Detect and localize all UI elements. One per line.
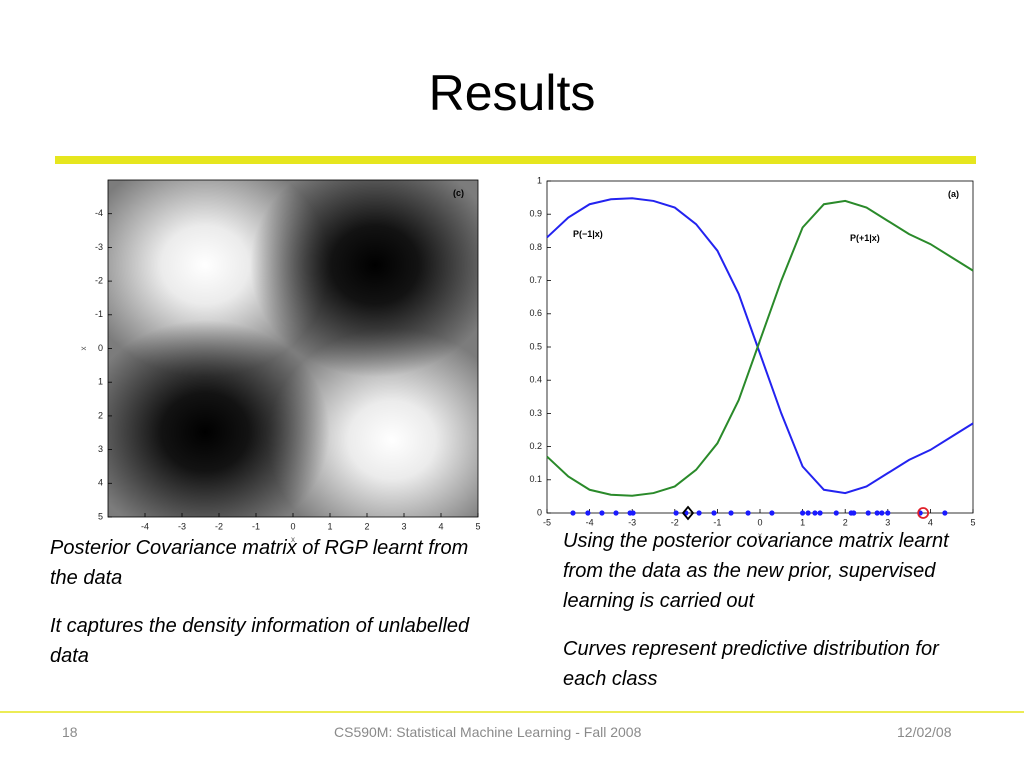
annotation: (c) bbox=[453, 188, 464, 198]
y-tick-label: 0.9 bbox=[529, 209, 542, 219]
y-tick-label: 0.7 bbox=[529, 275, 542, 285]
data-point bbox=[865, 510, 871, 516]
x-tick-label: -3 bbox=[178, 521, 186, 531]
data-point bbox=[874, 510, 880, 516]
y-tick-label: 0.1 bbox=[529, 474, 542, 484]
y-tick-label: 0 bbox=[537, 507, 542, 517]
x-tick-label: 0 bbox=[757, 517, 762, 527]
y-tick-label: 0.2 bbox=[529, 441, 542, 451]
y-tick-label: 0.3 bbox=[529, 408, 542, 418]
labelled-point bbox=[681, 505, 695, 521]
data-point bbox=[711, 510, 717, 516]
x-tick-label: 4 bbox=[438, 521, 443, 531]
y-tick-label: 0.6 bbox=[529, 308, 542, 318]
x-tick-label: 3 bbox=[885, 517, 890, 527]
y-tick-label: 2 bbox=[98, 410, 103, 420]
x-tick-label: -1 bbox=[252, 521, 260, 531]
series-label: P(−1|x) bbox=[573, 229, 603, 239]
caption-text: Curves represent predictive distribution… bbox=[563, 638, 939, 690]
series-line bbox=[546, 197, 974, 495]
left-caption: Posterior Covariance matrix of RGP learn… bbox=[50, 533, 500, 689]
x-tick-label: 4 bbox=[928, 517, 933, 527]
footer-date: 12/02/08 bbox=[897, 724, 952, 740]
data-point bbox=[812, 510, 818, 516]
labelled-point bbox=[917, 507, 930, 519]
data-point bbox=[696, 510, 702, 516]
charts: -4 -3 -2 -1 0 1 2 3 4 5 -4 -3 -2 -1 0 1 2 3 4 5 (c) x x -5 -4 -3 -… bbox=[79, 175, 976, 544]
heatmap-blob bbox=[108, 320, 330, 517]
plot-frame bbox=[546, 180, 974, 514]
x-tick-label: 5 bbox=[475, 521, 480, 531]
caption-text: Posterior Covariance matrix of RGP learn… bbox=[50, 537, 469, 589]
data-point bbox=[673, 510, 679, 516]
series-line bbox=[546, 199, 974, 497]
heatmap-blob bbox=[250, 180, 478, 377]
x-tick-label: -3 bbox=[628, 517, 636, 527]
y-tick-label: 5 bbox=[98, 511, 103, 521]
data-point bbox=[599, 510, 605, 516]
title-rule bbox=[55, 156, 976, 164]
data-point bbox=[833, 510, 839, 516]
y-tick-label: -2 bbox=[95, 275, 103, 285]
y-tick-label: -3 bbox=[95, 242, 103, 252]
y-tick-label: 3 bbox=[98, 444, 103, 454]
data-point bbox=[570, 510, 576, 516]
y-tick-label: 1 bbox=[98, 377, 103, 387]
x-tick-label: 5 bbox=[970, 517, 975, 527]
data-point bbox=[817, 510, 823, 516]
y-tick-label: -4 bbox=[95, 208, 103, 218]
x-tick-label: -4 bbox=[141, 521, 149, 531]
series-label: P(+1|x) bbox=[850, 233, 880, 243]
y-axis-label: x bbox=[79, 347, 88, 351]
y-tick-label: 0 bbox=[98, 343, 103, 353]
x-axis-label: x bbox=[758, 531, 762, 540]
annotation: (a) bbox=[948, 189, 959, 199]
x-tick-label: 0 bbox=[290, 521, 295, 531]
slide-title: Results bbox=[429, 65, 596, 121]
y-tick-label: 0.4 bbox=[529, 375, 542, 385]
x-axis-label: x bbox=[291, 535, 295, 544]
x-tick-label: 2 bbox=[364, 521, 369, 531]
caption-text: Using the posterior covariance matrix le… bbox=[563, 530, 949, 612]
x-tick-label: 2 bbox=[843, 517, 848, 527]
y-tick-label: 0.8 bbox=[529, 242, 542, 252]
x-tick-label: 3 bbox=[401, 521, 406, 531]
x-tick-label: 1 bbox=[327, 521, 332, 531]
data-point bbox=[728, 510, 734, 516]
x-tick-label: -1 bbox=[713, 517, 721, 527]
data-point bbox=[613, 510, 619, 516]
right-caption: Using the posterior covariance matrix le… bbox=[563, 526, 973, 712]
x-tick-label: -4 bbox=[586, 517, 594, 527]
data-point bbox=[769, 510, 775, 516]
x-tick-label: -5 bbox=[543, 517, 551, 527]
page-number: 18 bbox=[62, 724, 78, 740]
caption-text: It captures the density information of u… bbox=[50, 615, 470, 667]
data-point bbox=[885, 510, 891, 516]
y-tick-label: 4 bbox=[98, 478, 103, 488]
y-tick-label: 1 bbox=[537, 175, 542, 185]
x-tick-label: -2 bbox=[671, 517, 679, 527]
data-point bbox=[942, 510, 948, 516]
data-point bbox=[800, 510, 806, 516]
data-point bbox=[745, 510, 751, 516]
footer-course: CS590M: Statistical Machine Learning - F… bbox=[334, 724, 642, 740]
data-point bbox=[851, 510, 857, 516]
y-tick-label: -1 bbox=[95, 309, 103, 319]
data-point bbox=[805, 510, 811, 516]
heatmap-image bbox=[108, 180, 478, 517]
x-tick-label: -2 bbox=[215, 521, 223, 531]
data-point bbox=[585, 510, 591, 516]
x-tick-label: 1 bbox=[800, 517, 805, 527]
data-point bbox=[879, 510, 885, 516]
data-point bbox=[630, 510, 636, 516]
y-tick-label: 0.5 bbox=[529, 341, 542, 351]
